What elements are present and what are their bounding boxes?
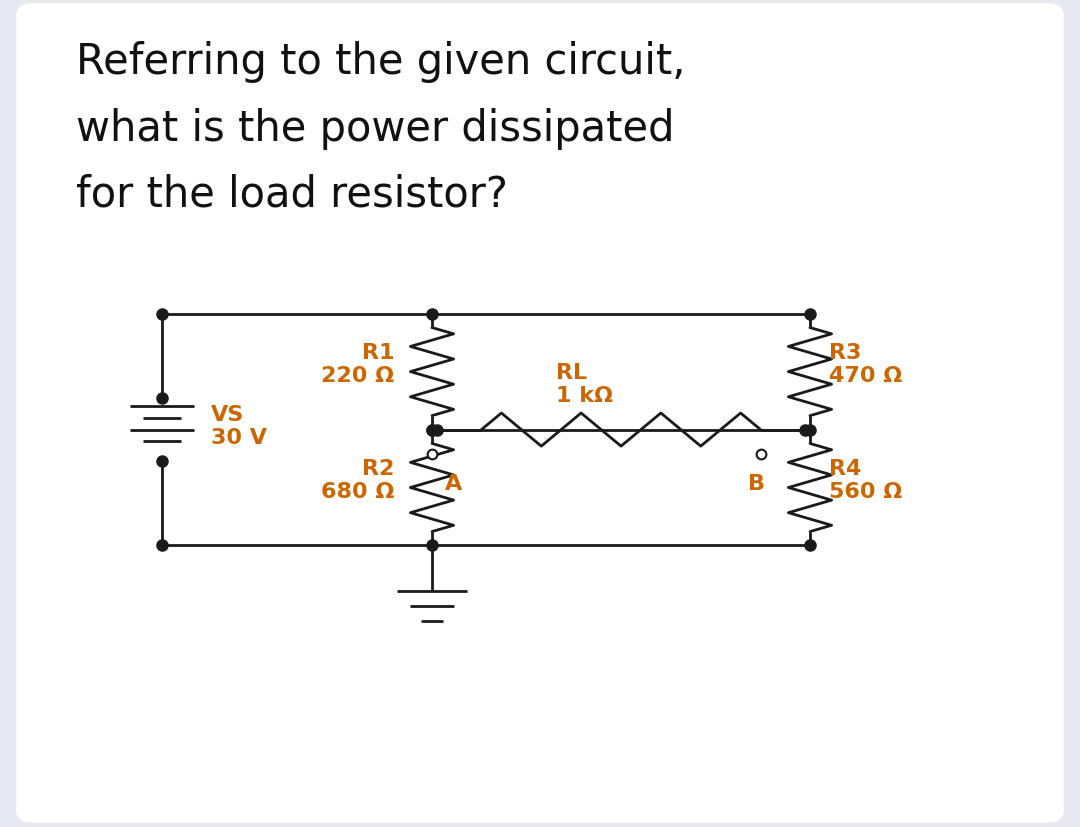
Text: RL
1 kΩ: RL 1 kΩ (556, 362, 613, 405)
Text: for the load resistor?: for the load resistor? (76, 174, 508, 216)
Text: R1
220 Ω: R1 220 Ω (321, 342, 394, 385)
Text: R3
470 Ω: R3 470 Ω (829, 342, 903, 385)
Text: Referring to the given circuit,: Referring to the given circuit, (76, 41, 685, 84)
Text: R2
680 Ω: R2 680 Ω (321, 458, 394, 501)
Text: what is the power dissipated: what is the power dissipated (76, 108, 674, 150)
Text: VS
30 V: VS 30 V (211, 404, 267, 447)
Text: A: A (445, 473, 462, 493)
Text: R4
560 Ω: R4 560 Ω (829, 458, 903, 501)
Text: B: B (747, 473, 765, 493)
